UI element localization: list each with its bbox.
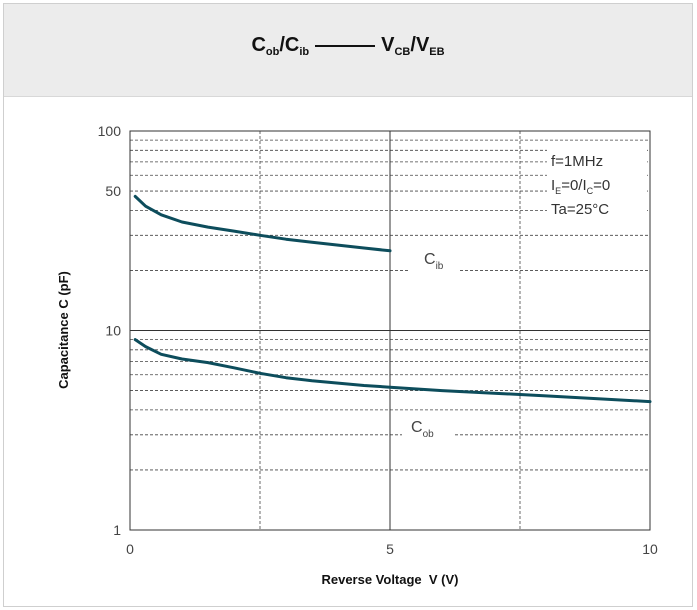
- chart-title: Cob/Cib VCB/VEB: [4, 34, 692, 58]
- conditions-box-bg: [547, 147, 647, 217]
- condition-bias: IE=0/IC=0: [551, 177, 610, 196]
- condition-temperature: Ta=25°C: [551, 201, 609, 218]
- condition-frequency: f=1MHz: [551, 153, 603, 170]
- title-cob: Cob: [251, 34, 280, 58]
- x-tick-label: 10: [642, 541, 658, 557]
- chart-frame: Cob/Cib VCB/VEB: [3, 3, 693, 607]
- cib-label-bg: [410, 243, 458, 273]
- chart-header: Cob/Cib VCB/VEB: [4, 4, 692, 97]
- title-slash-2: /: [410, 34, 416, 56]
- x-tick-label: 5: [386, 541, 394, 557]
- series-group: [133, 194, 652, 404]
- cob-label: Cob: [411, 419, 434, 440]
- cib-label: Cib: [424, 251, 444, 272]
- series-line-cib: [133, 194, 392, 253]
- cob-label-bg: [402, 413, 454, 443]
- series-line-cob: [133, 338, 652, 404]
- title-dash: [315, 44, 376, 47]
- y-tick-label: 10: [105, 323, 121, 339]
- title-veb: VEB: [415, 34, 445, 58]
- grid: [130, 131, 650, 530]
- y-tick-label: 100: [98, 123, 122, 139]
- y-tick-label: 50: [105, 183, 121, 199]
- y-axis-title: Capacitance C (pF): [56, 271, 71, 389]
- y-tick-label: 1: [113, 522, 121, 538]
- x-axis-title: Reverse Voltage V (V): [321, 572, 458, 587]
- x-tick-label: 0: [126, 541, 134, 557]
- title-slash-1: /: [279, 34, 285, 56]
- title-cib: Cib: [284, 34, 310, 58]
- plot-border: [129, 130, 651, 531]
- axis-tick-labels: 0 5 10 1 10 50 100: [98, 123, 658, 557]
- title-vcb: VCB: [381, 34, 411, 58]
